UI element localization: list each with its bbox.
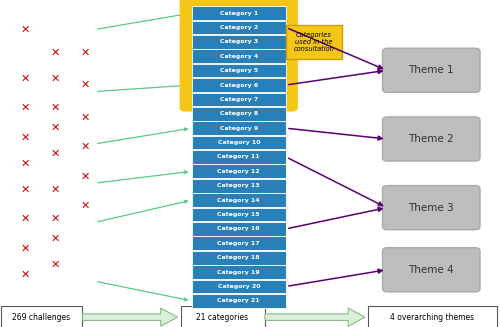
FancyBboxPatch shape: [192, 150, 286, 164]
FancyBboxPatch shape: [192, 280, 286, 293]
FancyBboxPatch shape: [286, 25, 342, 59]
Text: Category 6: Category 6: [220, 82, 258, 88]
Text: ✕: ✕: [20, 132, 30, 142]
Text: ✕: ✕: [80, 80, 90, 90]
FancyBboxPatch shape: [180, 306, 264, 327]
FancyBboxPatch shape: [0, 306, 82, 327]
FancyBboxPatch shape: [368, 306, 497, 327]
FancyBboxPatch shape: [192, 21, 286, 34]
FancyBboxPatch shape: [192, 265, 286, 279]
Text: Category 10: Category 10: [218, 140, 260, 145]
Text: ✕: ✕: [50, 185, 59, 195]
Text: ✕: ✕: [80, 172, 90, 181]
Text: Category 17: Category 17: [218, 241, 260, 246]
Text: ✕: ✕: [50, 47, 59, 57]
Text: ✕: ✕: [20, 103, 30, 113]
FancyBboxPatch shape: [382, 248, 480, 292]
FancyBboxPatch shape: [382, 48, 480, 92]
Text: ✕: ✕: [20, 74, 30, 83]
FancyBboxPatch shape: [181, 0, 296, 110]
Text: ✕: ✕: [50, 214, 59, 224]
Text: Category 3: Category 3: [220, 39, 258, 44]
Text: ✕: ✕: [50, 260, 59, 270]
FancyBboxPatch shape: [192, 136, 286, 149]
FancyBboxPatch shape: [192, 6, 286, 20]
FancyBboxPatch shape: [192, 294, 286, 308]
Text: Category 7: Category 7: [220, 97, 258, 102]
Text: ✕: ✕: [50, 103, 59, 113]
FancyBboxPatch shape: [192, 121, 286, 135]
Text: ✕: ✕: [50, 234, 59, 244]
Text: Category 20: Category 20: [218, 284, 260, 289]
Polygon shape: [265, 308, 365, 326]
Text: Category 1: Category 1: [220, 10, 258, 16]
Text: Category 16: Category 16: [218, 226, 260, 232]
Text: ✕: ✕: [50, 74, 59, 83]
FancyBboxPatch shape: [192, 193, 286, 207]
Text: Category 5: Category 5: [220, 68, 258, 73]
Text: ✕: ✕: [80, 47, 90, 57]
Text: Category 4: Category 4: [220, 54, 258, 59]
Text: Category 9: Category 9: [220, 126, 258, 131]
FancyBboxPatch shape: [192, 107, 286, 121]
FancyBboxPatch shape: [192, 49, 286, 63]
Text: Theme 4: Theme 4: [408, 265, 454, 275]
Polygon shape: [82, 308, 178, 326]
FancyBboxPatch shape: [192, 164, 286, 178]
FancyBboxPatch shape: [192, 179, 286, 193]
FancyBboxPatch shape: [192, 251, 286, 265]
FancyBboxPatch shape: [192, 236, 286, 250]
FancyBboxPatch shape: [192, 222, 286, 236]
Text: Category 18: Category 18: [218, 255, 260, 260]
Text: ✕: ✕: [80, 142, 90, 152]
Text: ✕: ✕: [80, 201, 90, 211]
FancyBboxPatch shape: [382, 117, 480, 161]
Text: Categories
used in the
consultation: Categories used in the consultation: [294, 32, 334, 52]
Text: Category 11: Category 11: [218, 154, 260, 160]
Text: ✕: ✕: [20, 244, 30, 253]
Text: Category 2: Category 2: [220, 25, 258, 30]
Text: 21 categories: 21 categories: [196, 313, 248, 322]
Text: Theme 2: Theme 2: [408, 134, 454, 144]
FancyBboxPatch shape: [192, 35, 286, 49]
Text: Theme 1: Theme 1: [408, 65, 454, 75]
Text: Category 8: Category 8: [220, 111, 258, 116]
Text: Category 19: Category 19: [218, 269, 260, 275]
Text: ✕: ✕: [20, 185, 30, 195]
Text: ✕: ✕: [50, 149, 59, 159]
Text: Category 12: Category 12: [218, 169, 260, 174]
Text: ✕: ✕: [80, 113, 90, 123]
FancyBboxPatch shape: [382, 185, 480, 230]
FancyBboxPatch shape: [192, 78, 286, 92]
Text: Category 21: Category 21: [218, 298, 260, 303]
Text: ✕: ✕: [20, 159, 30, 168]
Text: Category 15: Category 15: [218, 212, 260, 217]
FancyBboxPatch shape: [192, 93, 286, 106]
Text: 4 overarching themes: 4 overarching themes: [390, 313, 474, 322]
Text: ✕: ✕: [20, 214, 30, 224]
FancyBboxPatch shape: [192, 64, 286, 77]
Text: Category 14: Category 14: [218, 198, 260, 203]
Text: Category 13: Category 13: [218, 183, 260, 188]
Text: ✕: ✕: [20, 25, 30, 34]
Text: ✕: ✕: [20, 270, 30, 280]
Text: Theme 3: Theme 3: [408, 203, 454, 213]
Text: 269 challenges: 269 challenges: [12, 313, 70, 322]
Text: ✕: ✕: [50, 123, 59, 132]
FancyBboxPatch shape: [192, 208, 286, 221]
